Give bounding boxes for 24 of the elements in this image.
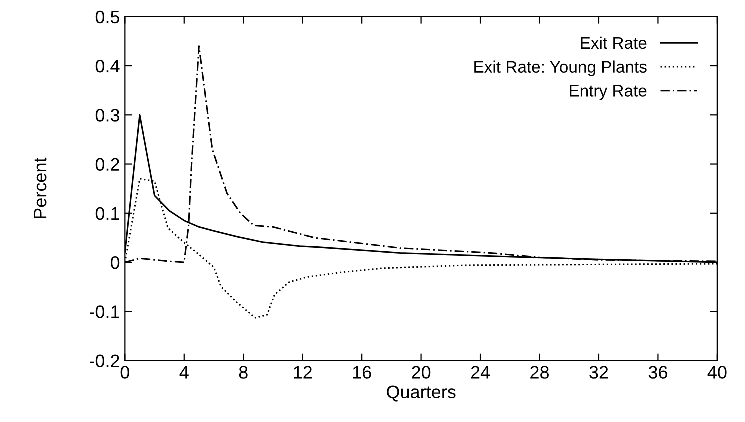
- x-tick-label: 0: [120, 366, 130, 379]
- x-tick-label: 28: [530, 366, 550, 379]
- x-tick-label: 40: [708, 366, 727, 379]
- x-tick-label: 4: [180, 366, 189, 379]
- legend-label: Exit Rate: [581, 36, 647, 50]
- x-tick-label: 24: [471, 366, 490, 379]
- y-tick-label: 0.4: [96, 60, 120, 73]
- x-tick-label: 36: [648, 366, 668, 379]
- y-tick-label: 0.2: [96, 158, 120, 171]
- y-tick-label: 0.1: [96, 207, 120, 220]
- legend-label: Exit Rate: Young Plants: [474, 60, 647, 76]
- y-tick-label: 0.5: [96, 10, 120, 24]
- x-tick-label: 16: [353, 366, 372, 379]
- y-axis-title: Percent: [34, 158, 47, 218]
- y-tick-label: 0.3: [96, 109, 120, 122]
- x-axis-title: Quarters: [387, 386, 456, 402]
- legend-label: Entry Rate: [570, 85, 647, 100]
- x-tick-label: 32: [590, 366, 608, 379]
- x-tick-label: 20: [412, 366, 431, 379]
- y-tick-label: 0: [110, 256, 120, 270]
- x-tick-label: 12: [294, 366, 312, 379]
- y-tick-label: -0.1: [90, 306, 120, 318]
- y-tick-label: -0.2: [90, 354, 120, 368]
- x-tick-label: 8: [239, 366, 248, 379]
